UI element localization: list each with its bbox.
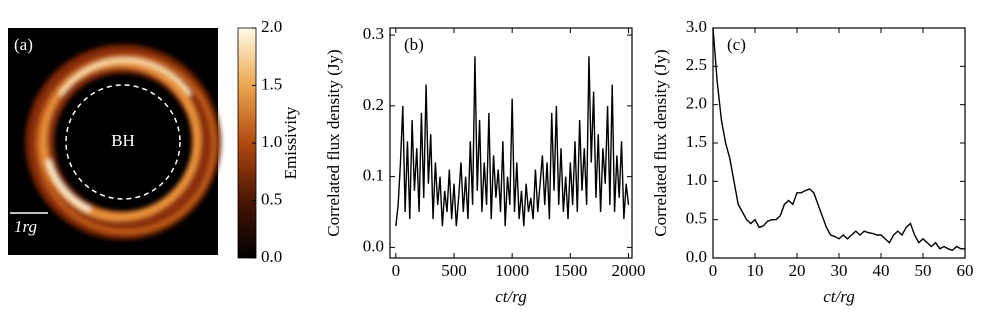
x-tick-label: 40	[873, 261, 890, 280]
y-tick-label: 1.5	[686, 132, 707, 151]
y-tick-label: 0.3	[363, 24, 384, 43]
axes-frame	[389, 27, 633, 259]
y-tick-label: 0.0	[686, 247, 707, 266]
y-tick-label: 2.5	[686, 55, 707, 74]
y-tick-label: 0.1	[363, 166, 384, 185]
colorbar-label: Emissivity	[281, 106, 300, 179]
x-tick-label: 500	[441, 261, 467, 280]
y-tick-label: 2.0	[686, 94, 707, 113]
x-tick-label: 50	[915, 261, 932, 280]
y-axis-label: Correlated flux density (Jy)	[324, 49, 343, 236]
data-line	[712, 27, 965, 252]
x-tick-label: 60	[957, 261, 974, 280]
x-tick-label: 0	[392, 261, 401, 280]
center-label: BH	[111, 131, 135, 150]
x-axis-label: ct/rg	[823, 287, 854, 306]
emissivity-image	[8, 28, 221, 255]
y-tick-label: 0.2	[363, 95, 384, 114]
x-tick-label: 2000	[612, 261, 646, 280]
data-line	[395, 56, 630, 227]
scale-label: 1rg	[14, 217, 37, 236]
x-tick-label: 20	[789, 261, 806, 280]
x-tick-label: 0	[709, 261, 718, 280]
x-axis-label: ct/rg	[495, 287, 526, 306]
colorbar-tick-label: 1.0	[261, 132, 282, 151]
y-tick-label: 1.0	[686, 170, 707, 189]
x-tick-label: 1500	[553, 261, 587, 280]
colorbar-tick-label: 2.0	[261, 17, 282, 36]
x-tick-label: 10	[747, 261, 764, 280]
y-tick-label: 3.0	[686, 17, 707, 36]
panel-label: (b)	[404, 35, 424, 54]
x-tick-label: 1000	[495, 261, 529, 280]
y-tick-label: 0.5	[686, 209, 707, 228]
y-tick-label: 0.0	[363, 236, 384, 255]
x-tick-label: 30	[831, 261, 848, 280]
colorbar-tick-label: 0.5	[261, 189, 282, 208]
y-axis-label: Correlated flux density (Jy)	[651, 49, 670, 236]
colorbar-tick-label: 0.0	[261, 247, 282, 266]
colorbar-tick-label: 1.5	[261, 74, 282, 93]
panel-label: (a)	[14, 35, 33, 54]
panel-label: (c)	[727, 35, 746, 54]
